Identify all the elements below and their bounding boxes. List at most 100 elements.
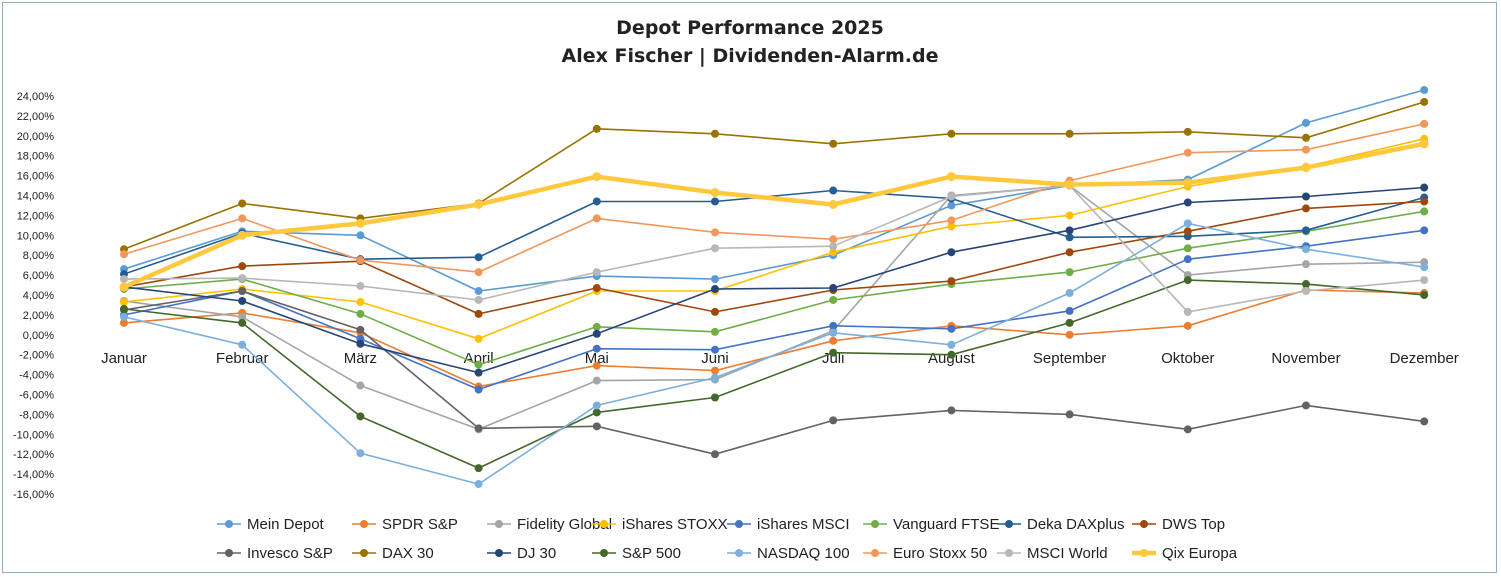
legend-label: iShares STOXX [622,516,728,533]
series-layer [119,86,1429,489]
data-point [1302,226,1310,235]
legend-swatch-marker [871,520,879,528]
legend-swatch-marker [360,549,368,557]
data-point [592,322,601,331]
data-point [356,339,365,348]
data-point [238,262,247,271]
series-line [123,290,1425,456]
legend-swatch-marker [600,549,608,557]
data-point [711,327,719,336]
x-tick-label: September [1033,350,1106,367]
series-line [123,101,1425,250]
series-ishares-stoxx [120,134,1429,343]
legend-swatch-marker [495,549,503,557]
data-point [592,268,601,277]
data-point [1302,192,1310,201]
data-point [1420,183,1429,192]
data-point [711,244,719,253]
data-point [1065,211,1074,220]
legend-label: S&P 500 [622,545,681,562]
legend-item: Qix Europa [1132,545,1238,562]
data-point [1420,291,1429,299]
x-tick-label: Oktober [1161,350,1214,367]
y-tick-label: 20,00% [17,131,55,143]
data-point [1420,276,1429,285]
legend-label: Deka DAXplus [1027,516,1125,533]
data-point [592,124,601,133]
legend-swatch-marker [871,549,879,557]
data-point [238,340,247,349]
data-point [1183,198,1192,207]
data-point [829,242,838,251]
legend-label: DWS Top [1162,516,1225,533]
data-point [947,129,956,138]
data-point [1420,119,1429,128]
data-point [120,275,128,284]
data-point [356,325,365,334]
data-point [1420,207,1429,216]
series-line [123,222,1425,485]
data-point [356,449,365,458]
data-point [947,350,956,359]
data-point [592,284,601,293]
data-point [592,401,601,410]
legend-item: NASDAQ 100 [727,545,850,562]
data-point [711,197,719,206]
series-line [123,186,1425,374]
data-point [947,201,956,210]
data-point [829,321,838,330]
series-line [123,189,1425,275]
data-point [1183,321,1192,330]
data-point [1065,129,1074,138]
legend-swatch-marker [735,520,743,528]
data-point [947,324,956,333]
data-point [238,312,247,321]
data-point [711,285,719,294]
data-point [1065,233,1074,242]
y-tick-label: -14,00% [13,469,54,481]
legend-label: Qix Europa [1162,545,1238,562]
legend-label: MSCI World [1027,545,1108,562]
legend-item: Mein Depot [217,516,325,533]
data-point [1302,204,1310,213]
data-point [474,334,483,343]
data-point [1420,97,1429,106]
data-point [1420,86,1429,95]
data-point [1065,330,1074,339]
legend-swatch-marker [735,549,743,557]
data-point [711,129,719,138]
data-point [592,344,601,353]
y-tick-label: -12,00% [13,449,54,461]
legend-swatch-marker [360,520,368,528]
data-point [474,268,483,277]
y-tick-label: -8,00% [19,409,54,421]
x-tick-label: Februar [216,350,269,367]
series-line [123,279,1425,469]
data-point [119,282,129,292]
data-point [1065,410,1074,419]
data-point [711,450,719,459]
legend-swatch-marker [225,520,233,528]
data-point [947,248,956,257]
series-qix-europa [119,139,1429,292]
data-point [1420,226,1429,235]
data-point [120,318,128,327]
data-point [238,274,247,283]
data-point [356,309,365,318]
y-tick-label: -2,00% [19,350,54,362]
data-point [829,295,838,304]
legend-item: DAX 30 [352,545,434,562]
data-point [1419,139,1429,149]
data-point [1183,148,1192,157]
data-point [828,199,838,209]
series-line [123,184,1425,431]
y-tick-label: 10,00% [17,230,55,242]
series-s-p-500 [120,276,1429,473]
data-point [947,340,956,349]
data-point [1420,197,1429,206]
series-line [123,138,1425,340]
y-tick-label: 14,00% [17,191,55,203]
series-euro-stoxx-50 [120,119,1429,277]
data-point [1302,118,1310,127]
legend-item: Fidelity Global [487,516,612,533]
